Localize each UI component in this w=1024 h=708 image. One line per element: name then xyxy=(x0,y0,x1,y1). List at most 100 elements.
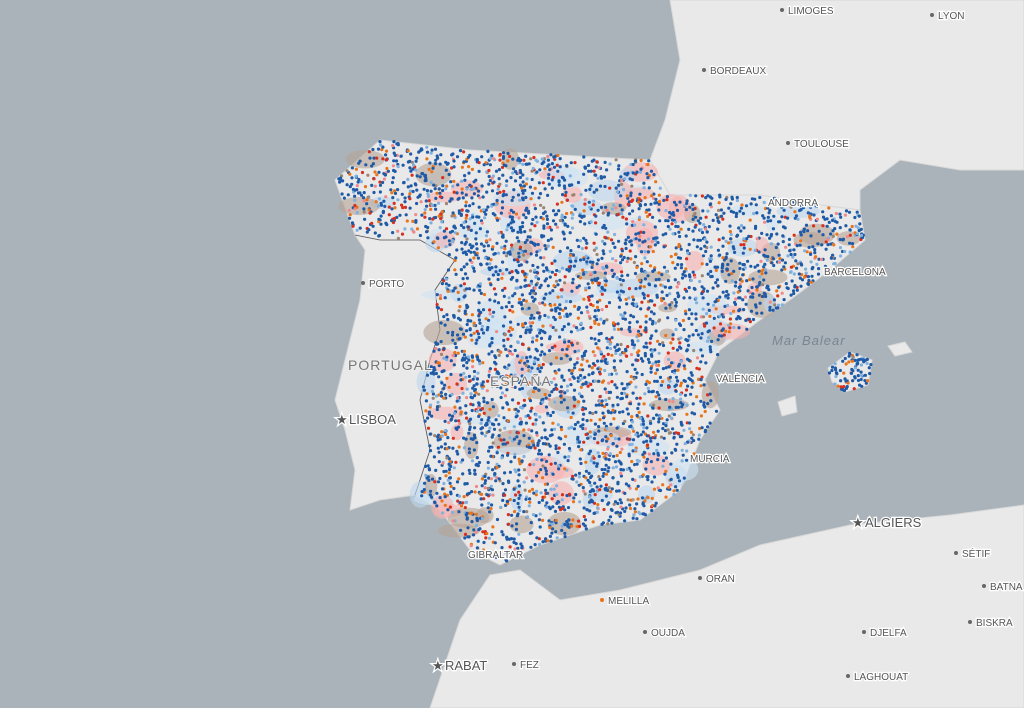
site-dot xyxy=(598,488,602,492)
site-dot xyxy=(501,533,505,537)
site-dot xyxy=(693,287,697,291)
site-dot xyxy=(558,249,562,253)
site-dot xyxy=(517,473,521,477)
site-dot xyxy=(629,257,633,261)
site-dot xyxy=(447,385,451,389)
site-dot xyxy=(744,318,748,322)
site-dot xyxy=(564,434,568,439)
site-dot xyxy=(402,181,406,185)
site-dot xyxy=(435,504,439,508)
site-dot xyxy=(811,245,815,249)
site-dot xyxy=(430,477,435,481)
site-dot xyxy=(522,434,526,438)
site-dot xyxy=(377,170,381,174)
site-dot xyxy=(617,183,621,187)
site-dot xyxy=(726,293,730,297)
site-dot xyxy=(668,227,672,231)
site-dot xyxy=(605,402,609,407)
site-dot xyxy=(537,388,541,392)
site-dot xyxy=(830,218,835,222)
site-dot xyxy=(526,209,531,213)
site-dot xyxy=(530,222,534,226)
site-dot xyxy=(523,272,527,276)
site-dot xyxy=(541,421,545,425)
site-dot xyxy=(598,399,602,403)
site-dot xyxy=(629,313,633,318)
site-dot xyxy=(753,197,757,201)
site-dot xyxy=(488,262,492,266)
site-dot xyxy=(569,260,573,264)
site-dot xyxy=(378,140,382,144)
site-dot xyxy=(492,252,496,256)
site-dot xyxy=(608,515,613,519)
site-dot xyxy=(645,260,649,264)
site-dot xyxy=(389,188,393,192)
site-dot xyxy=(640,372,644,377)
site-dot xyxy=(353,198,357,202)
site-dot xyxy=(619,474,624,478)
site-dot xyxy=(637,278,642,282)
site-dot xyxy=(529,252,533,256)
site-dot xyxy=(584,246,588,250)
site-dot xyxy=(517,532,521,536)
site-dot xyxy=(606,447,610,451)
site-dot xyxy=(424,224,428,229)
site-dot xyxy=(646,162,650,167)
site-dot xyxy=(582,257,586,261)
site-dot xyxy=(585,419,589,423)
site-dot xyxy=(373,184,377,188)
site-dot xyxy=(465,329,469,333)
site-dot xyxy=(387,213,391,217)
site-dot xyxy=(436,400,440,404)
site-dot xyxy=(586,478,590,482)
site-dot xyxy=(425,145,429,149)
site-dot xyxy=(588,187,592,191)
site-dot xyxy=(627,325,632,329)
site-dot xyxy=(517,468,521,472)
site-dot xyxy=(538,301,542,305)
site-dot xyxy=(525,476,529,480)
site-dot xyxy=(481,308,486,312)
site-dot xyxy=(685,458,689,462)
site-dot xyxy=(599,331,603,336)
site-dot xyxy=(738,282,742,286)
site-dot xyxy=(578,239,583,243)
site-dot xyxy=(504,503,508,507)
site-dot xyxy=(542,269,546,273)
site-dot xyxy=(582,514,586,519)
site-dot xyxy=(669,477,673,481)
site-dot xyxy=(588,316,592,320)
site-dot xyxy=(588,509,592,513)
site-dot xyxy=(625,382,630,386)
site-dot xyxy=(444,245,448,249)
site-dot xyxy=(664,469,668,473)
site-dot xyxy=(455,382,459,386)
site-dot xyxy=(430,170,434,174)
site-dot xyxy=(463,294,467,298)
site-dot xyxy=(575,480,579,484)
site-dot xyxy=(556,306,560,310)
site-dot xyxy=(512,540,516,545)
site-dot xyxy=(479,263,483,267)
site-dot xyxy=(530,406,534,410)
site-dot xyxy=(431,396,435,400)
site-dot xyxy=(543,457,547,461)
site-dot xyxy=(680,263,684,267)
site-dot xyxy=(479,427,483,431)
site-dot xyxy=(653,284,658,288)
site-dot xyxy=(634,303,638,307)
site-dot xyxy=(575,341,580,345)
site-dot xyxy=(697,367,701,371)
site-dot xyxy=(574,256,578,260)
site-dot xyxy=(621,215,625,219)
site-dot xyxy=(570,204,574,208)
site-dot xyxy=(579,394,584,398)
site-dot xyxy=(464,500,468,505)
site-dot xyxy=(601,266,605,270)
site-dot xyxy=(806,211,810,215)
site-dot xyxy=(503,244,507,248)
site-dot xyxy=(457,337,461,341)
site-dot xyxy=(702,401,706,405)
site-dot xyxy=(692,439,696,443)
city-label: SÉTIF xyxy=(962,547,990,560)
